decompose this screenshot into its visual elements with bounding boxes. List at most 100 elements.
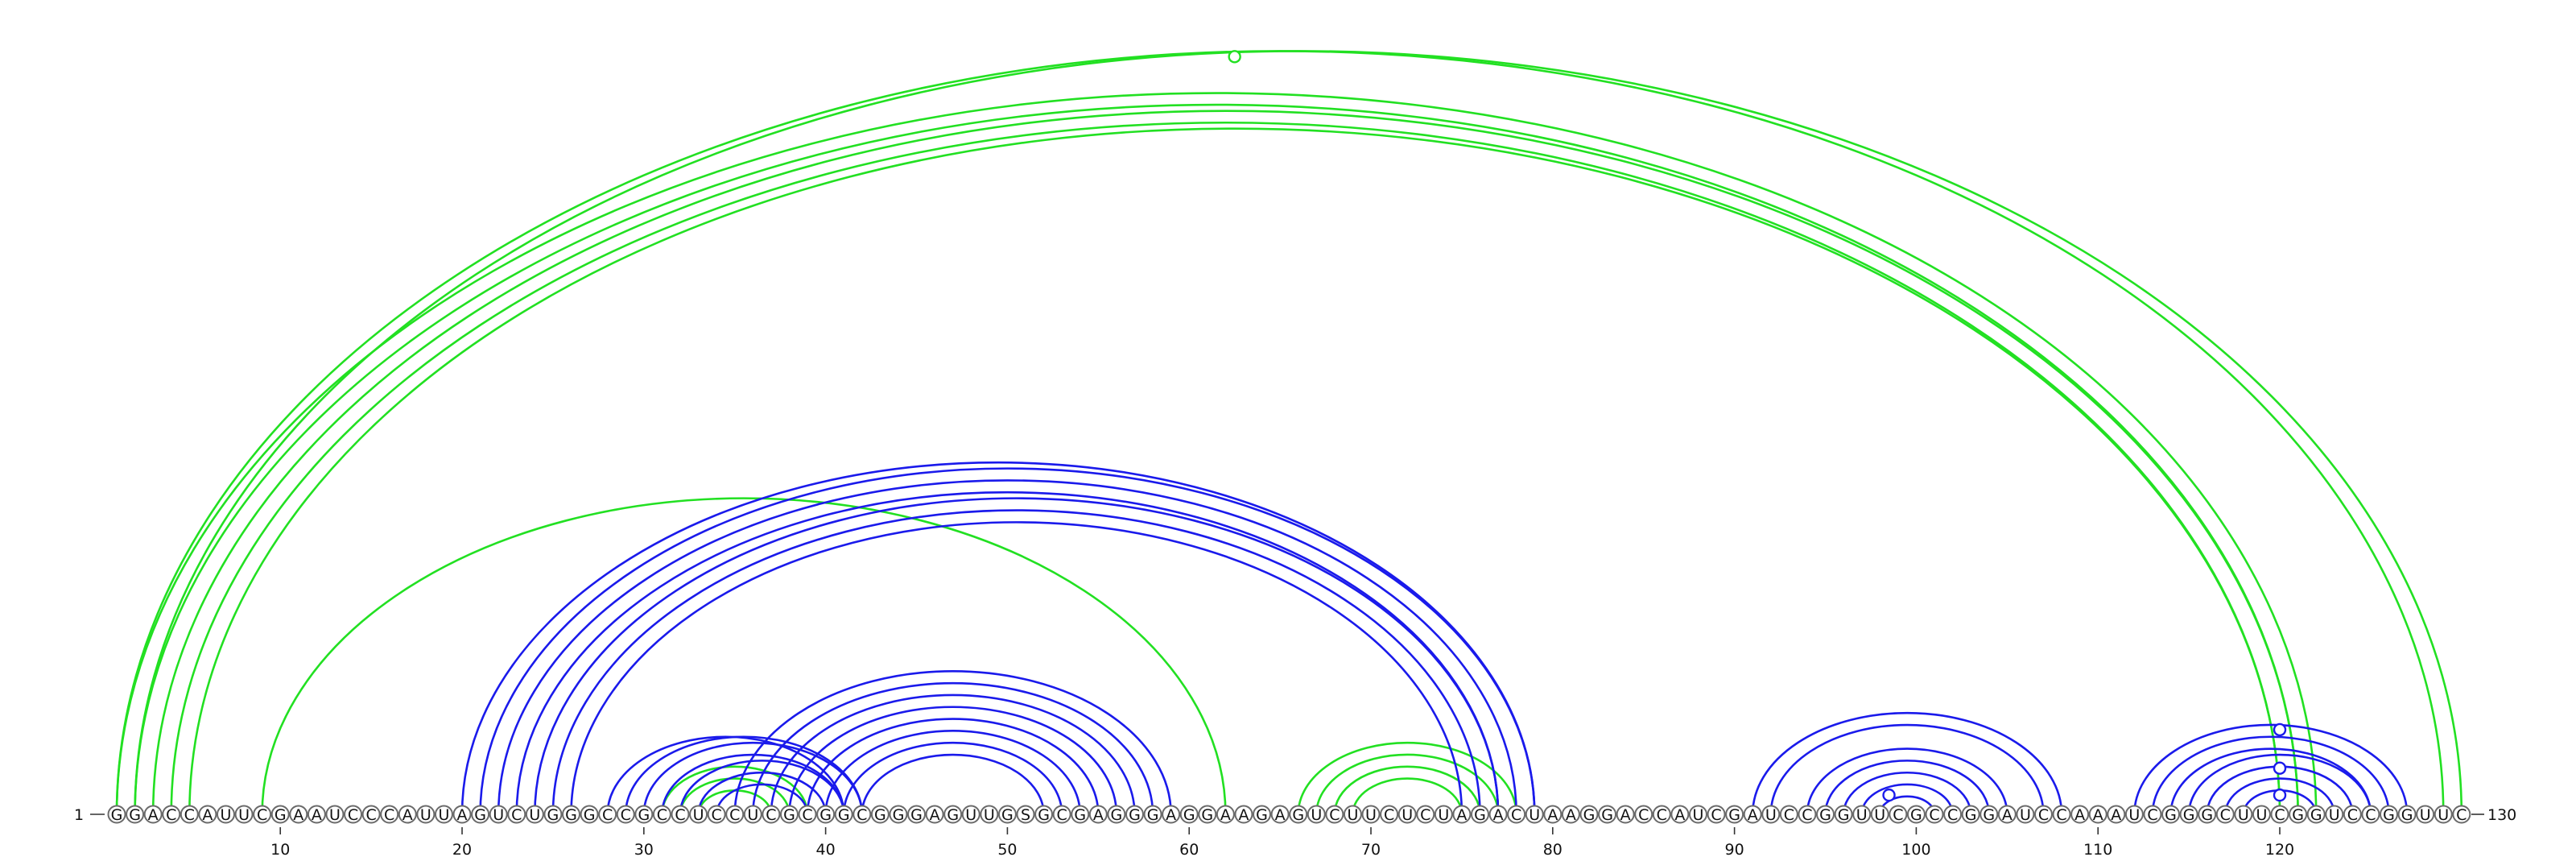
nucleotide-letter: U	[2256, 806, 2267, 824]
nucleotide-circle	[1488, 805, 1508, 824]
nucleotide-circle	[980, 805, 999, 824]
nucleotide: G	[1143, 805, 1162, 824]
nucleotide-letter: A	[1620, 806, 1631, 824]
nucleotide: G	[580, 805, 599, 824]
nucleotide-letter: U	[2329, 806, 2340, 824]
nucleotide-letter: G	[1292, 806, 1304, 824]
nucleotide-circle	[380, 805, 399, 824]
nucleotide-circle	[107, 805, 126, 824]
nucleotide-letter: C	[365, 806, 376, 824]
blue-base-pair-arc	[697, 771, 827, 815]
nucleotide-letter: U	[965, 806, 976, 824]
nucleotide-circle	[689, 805, 708, 824]
nucleotide: U	[1307, 805, 1326, 824]
blue-base-pair-arc	[842, 741, 1063, 815]
nucleotide-letter: G	[1111, 806, 1123, 824]
nucleotide-circle	[1925, 805, 1944, 824]
nucleotide-circle	[2434, 805, 2453, 824]
green-base-pair-arc	[134, 103, 2299, 815]
nucleotide-circle	[543, 805, 563, 824]
nucleotide-letter: G	[2292, 806, 2304, 824]
nucleotide-circle	[289, 805, 308, 824]
nucleotide-circle	[2198, 805, 2217, 824]
nucleotide-letter: C	[384, 806, 394, 824]
nucleotide: A	[1997, 805, 2017, 824]
nucleotide-letter: G	[638, 806, 650, 824]
nucleotide-circle	[1198, 805, 1217, 824]
nucleotide-circle	[1525, 805, 1544, 824]
nucleotide: U	[525, 805, 544, 824]
nucleotide-letter: C	[766, 806, 776, 824]
nucleotide-letter: G	[838, 806, 850, 824]
nucleotide-letter: G	[1601, 806, 1613, 824]
nucleotide-circle	[216, 805, 235, 824]
axis-tick-label: 80	[1543, 841, 1563, 857]
nucleotide-circle	[870, 805, 890, 824]
nucleotide-circle	[2052, 805, 2071, 824]
nucleotide: G	[889, 805, 908, 824]
nucleotide: C	[1943, 805, 1963, 824]
nucleotide-letter: G	[1001, 806, 1013, 824]
nucleotide: A	[1488, 805, 1508, 824]
nucleotide: U	[416, 805, 436, 824]
blue-base-pair-arc	[2223, 777, 2336, 815]
nucleotide-circle	[162, 805, 181, 824]
axis-tick-label: 50	[997, 841, 1017, 857]
nucleotide-circle	[1343, 805, 1362, 824]
nucleotide: G	[816, 805, 836, 824]
nucleotide-letter: U	[2438, 806, 2449, 824]
nucleotide-circle	[1761, 805, 1781, 824]
nucleotide: G	[270, 805, 290, 824]
nucleotide-circle	[2289, 805, 2308, 824]
nucleotide-circle	[198, 805, 217, 824]
base-pair-arcs	[115, 50, 2463, 815]
nucleotide: U	[2416, 805, 2435, 824]
nucleotide: U	[2016, 805, 2035, 824]
nucleotide-circle	[507, 805, 526, 824]
nucleotide: A	[289, 805, 308, 824]
nucleotide-letter: G	[2165, 806, 2177, 824]
nucleotide-circle	[1071, 805, 1090, 824]
nucleotide: G	[1834, 805, 1853, 824]
blue-base-pair-arc	[551, 509, 1481, 815]
arc-marker	[1228, 50, 1241, 64]
nucleotide-circle	[1852, 805, 1872, 824]
nucleotide-letter: C	[1384, 806, 1394, 824]
green-base-pair-arc	[679, 777, 791, 815]
axis-tick-label: 60	[1179, 841, 1199, 857]
nucleotide-circle	[1906, 805, 1926, 824]
green-base-pair-arc	[1352, 777, 1463, 815]
nucleotide-letter: C	[1638, 806, 1649, 824]
nucleotide-circle	[943, 805, 963, 824]
nucleotide: G	[907, 805, 927, 824]
nucleotide-letter: U	[747, 806, 758, 824]
nucleotide-circle	[2306, 805, 2326, 824]
nucleotide-circle	[2107, 805, 2126, 824]
nucleotide: C	[2361, 805, 2380, 824]
nucleotide: G	[1906, 805, 1926, 824]
axis-tick-label: 110	[2083, 841, 2112, 857]
nucleotide-letter: A	[1093, 806, 1104, 824]
blue-base-pair-arc	[679, 760, 845, 815]
nucleotide-letter: G	[584, 806, 596, 824]
blue-base-pair-arc	[2151, 735, 2390, 815]
nucleotide: G	[2179, 805, 2198, 824]
nucleotide: G	[834, 805, 853, 824]
nucleotide: U	[234, 805, 254, 824]
nucleotide: G	[126, 805, 145, 824]
nucleotide: C	[598, 805, 617, 824]
nucleotide-letter: G	[1201, 806, 1213, 824]
nucleotide-letter: G	[2310, 806, 2322, 824]
nucleotide: A	[307, 805, 326, 824]
nucleotide: C	[253, 805, 272, 824]
nucleotide-letter: A	[1748, 806, 1758, 824]
nucleotide-circle	[2270, 805, 2289, 824]
nucleotide: C	[2215, 805, 2235, 824]
green-base-pair-arc	[151, 110, 2299, 815]
nucleotide: U	[689, 805, 708, 824]
axis-tick-label: 40	[816, 841, 836, 857]
nucleotide: G	[1198, 805, 1217, 824]
nucleotide-letter: A	[1493, 806, 1504, 824]
nucleotide-circle	[1289, 805, 1308, 824]
